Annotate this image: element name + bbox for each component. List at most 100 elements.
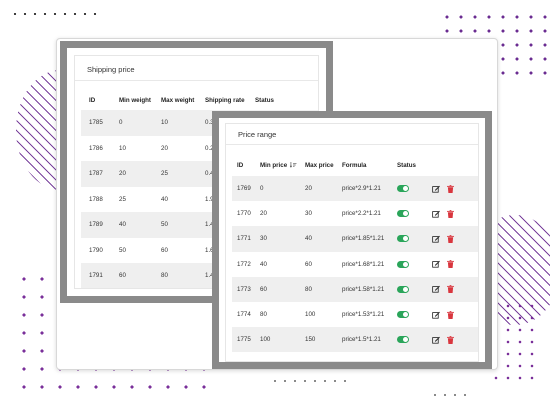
cell-formula: price*1.68*1.21 [342, 260, 385, 268]
status-toggle[interactable] [397, 361, 409, 362]
status-toggle[interactable] [397, 310, 409, 318]
cell-status [392, 252, 427, 277]
table-row: 1776150200price*1.46*1.21 [232, 352, 478, 362]
price-range-table: ID Min price Max price Formula Status 17… [232, 154, 478, 362]
cell-max-price: 150 [300, 327, 337, 353]
cell-id: 1785 [81, 110, 111, 136]
cell-status [392, 302, 427, 327]
cell-shipping-rate: 0.2 [205, 144, 214, 152]
decorative-dots [10, 10, 102, 18]
price-range-card: Price range ID Min price Max price Formu… [225, 123, 479, 362]
cell-max-price: 80 [300, 276, 337, 302]
cell-id: 1776 [232, 352, 255, 361]
sort-icon[interactable] [289, 161, 297, 168]
cell-actions [427, 327, 478, 353]
column-header-min-weight: Min weight [119, 96, 151, 104]
cell-max-price: 40 [300, 226, 337, 252]
cell-max-price: 200 [300, 352, 337, 361]
cell-id: 1787 [81, 161, 111, 187]
status-toggle[interactable] [397, 185, 409, 193]
panel-title: Shipping price [87, 65, 135, 74]
trash-icon[interactable] [446, 310, 454, 319]
cell-min-weight: 25 [119, 195, 126, 203]
cell-max-weight: 20 [161, 144, 168, 152]
table-row: 1771 30 40 price*1.85*1.21 [232, 226, 478, 252]
table-row: 1788 25 40 1.9 [81, 187, 318, 213]
trash-icon[interactable] [446, 260, 454, 269]
table-row: 1790 50 60 1.6 [81, 238, 318, 264]
cell-max-weight: 40 [161, 195, 168, 203]
cell-min-weight: 20 [111, 161, 153, 187]
cell-id: 1791 [81, 263, 111, 288]
trash-icon[interactable] [446, 184, 454, 193]
trash-icon[interactable] [446, 335, 454, 344]
cell-id: 1770 [237, 210, 251, 218]
cell-max-weight: 50 [153, 212, 197, 238]
cell-max-weight: 25 [153, 161, 197, 187]
trash-icon[interactable] [446, 209, 454, 218]
status-toggle[interactable] [397, 285, 409, 293]
trash-icon[interactable] [447, 360, 454, 362]
cell-min-price: 30 [255, 226, 300, 252]
cell-min-price: 0 [255, 176, 300, 202]
table-row: 1769 0 20 price*2.9*1.21 [232, 176, 478, 202]
cell-min-price: 40 [260, 260, 267, 268]
edit-icon[interactable] [432, 185, 440, 193]
cell-min-price: 60 [255, 276, 300, 302]
table-row: 1772 40 60 price*1.68*1.21 [232, 252, 478, 277]
column-header-min-price[interactable]: Min price [255, 154, 300, 176]
status-toggle[interactable] [397, 210, 409, 218]
edit-icon[interactable] [432, 311, 440, 319]
cell-status [392, 201, 427, 226]
table-row: 1773 60 80 price*1.58*1.21 [232, 276, 478, 302]
cell-min-weight: 80 [111, 289, 153, 290]
edit-icon[interactable] [432, 361, 440, 362]
cell-id: 1789 [81, 212, 111, 238]
column-header-actions [427, 154, 478, 176]
column-header-id: ID [237, 161, 244, 169]
divider [75, 80, 318, 81]
cell-max-price: 60 [305, 260, 312, 268]
cell-formula: price*1.46*1.21 [337, 352, 392, 361]
cell-min-weight: 50 [119, 246, 126, 254]
column-header-id: ID [89, 96, 96, 104]
table-header-row: ID Min weight Max weight Shipping rate S… [81, 90, 318, 110]
cell-formula: price*2.2*1.21 [342, 210, 381, 218]
cell-min-weight: 40 [111, 212, 153, 238]
decorative-dots [430, 392, 470, 398]
edit-icon[interactable] [432, 285, 440, 293]
edit-icon[interactable] [432, 210, 440, 218]
cell-max-weight: 60 [161, 246, 168, 254]
status-toggle[interactable] [397, 260, 409, 268]
cell-shipping-rate: 1.6 [205, 246, 214, 254]
cell-max-price: 100 [305, 311, 316, 319]
cell-min-price: 100 [255, 327, 300, 353]
table-row: 1775 100 150 price*1.5*1.21 [232, 327, 478, 353]
cell-id: 1792 [81, 289, 111, 290]
cell-id: 1788 [89, 195, 103, 203]
cell-max-weight [153, 289, 197, 290]
column-header-formula: Formula [342, 161, 367, 169]
table-row: 1770 20 30 price*2.2*1.21 [232, 201, 478, 226]
column-header-actions [285, 90, 318, 110]
cell-actions [427, 302, 478, 327]
status-toggle[interactable] [397, 336, 409, 344]
table-row: 1774 80 100 price*1.53*1.21 [232, 302, 478, 327]
cell-id: 1790 [89, 246, 103, 254]
cell-status [392, 176, 427, 202]
cell-id: 1772 [237, 260, 251, 268]
decorative-dot-grid [490, 300, 540, 380]
trash-icon[interactable] [446, 285, 454, 294]
cell-max-price: 20 [300, 176, 337, 202]
edit-icon[interactable] [432, 260, 440, 268]
edit-icon[interactable] [432, 235, 440, 243]
edit-icon[interactable] [432, 336, 440, 344]
cell-shipping-rate: 1.9 [205, 195, 214, 203]
status-toggle[interactable] [397, 235, 409, 243]
cell-status [392, 327, 427, 353]
cell-max-weight: 10 [153, 110, 197, 136]
trash-icon[interactable] [446, 235, 454, 243]
cell-formula: price*1.53*1.21 [342, 311, 385, 319]
cell-actions [427, 226, 478, 252]
divider [226, 144, 478, 145]
